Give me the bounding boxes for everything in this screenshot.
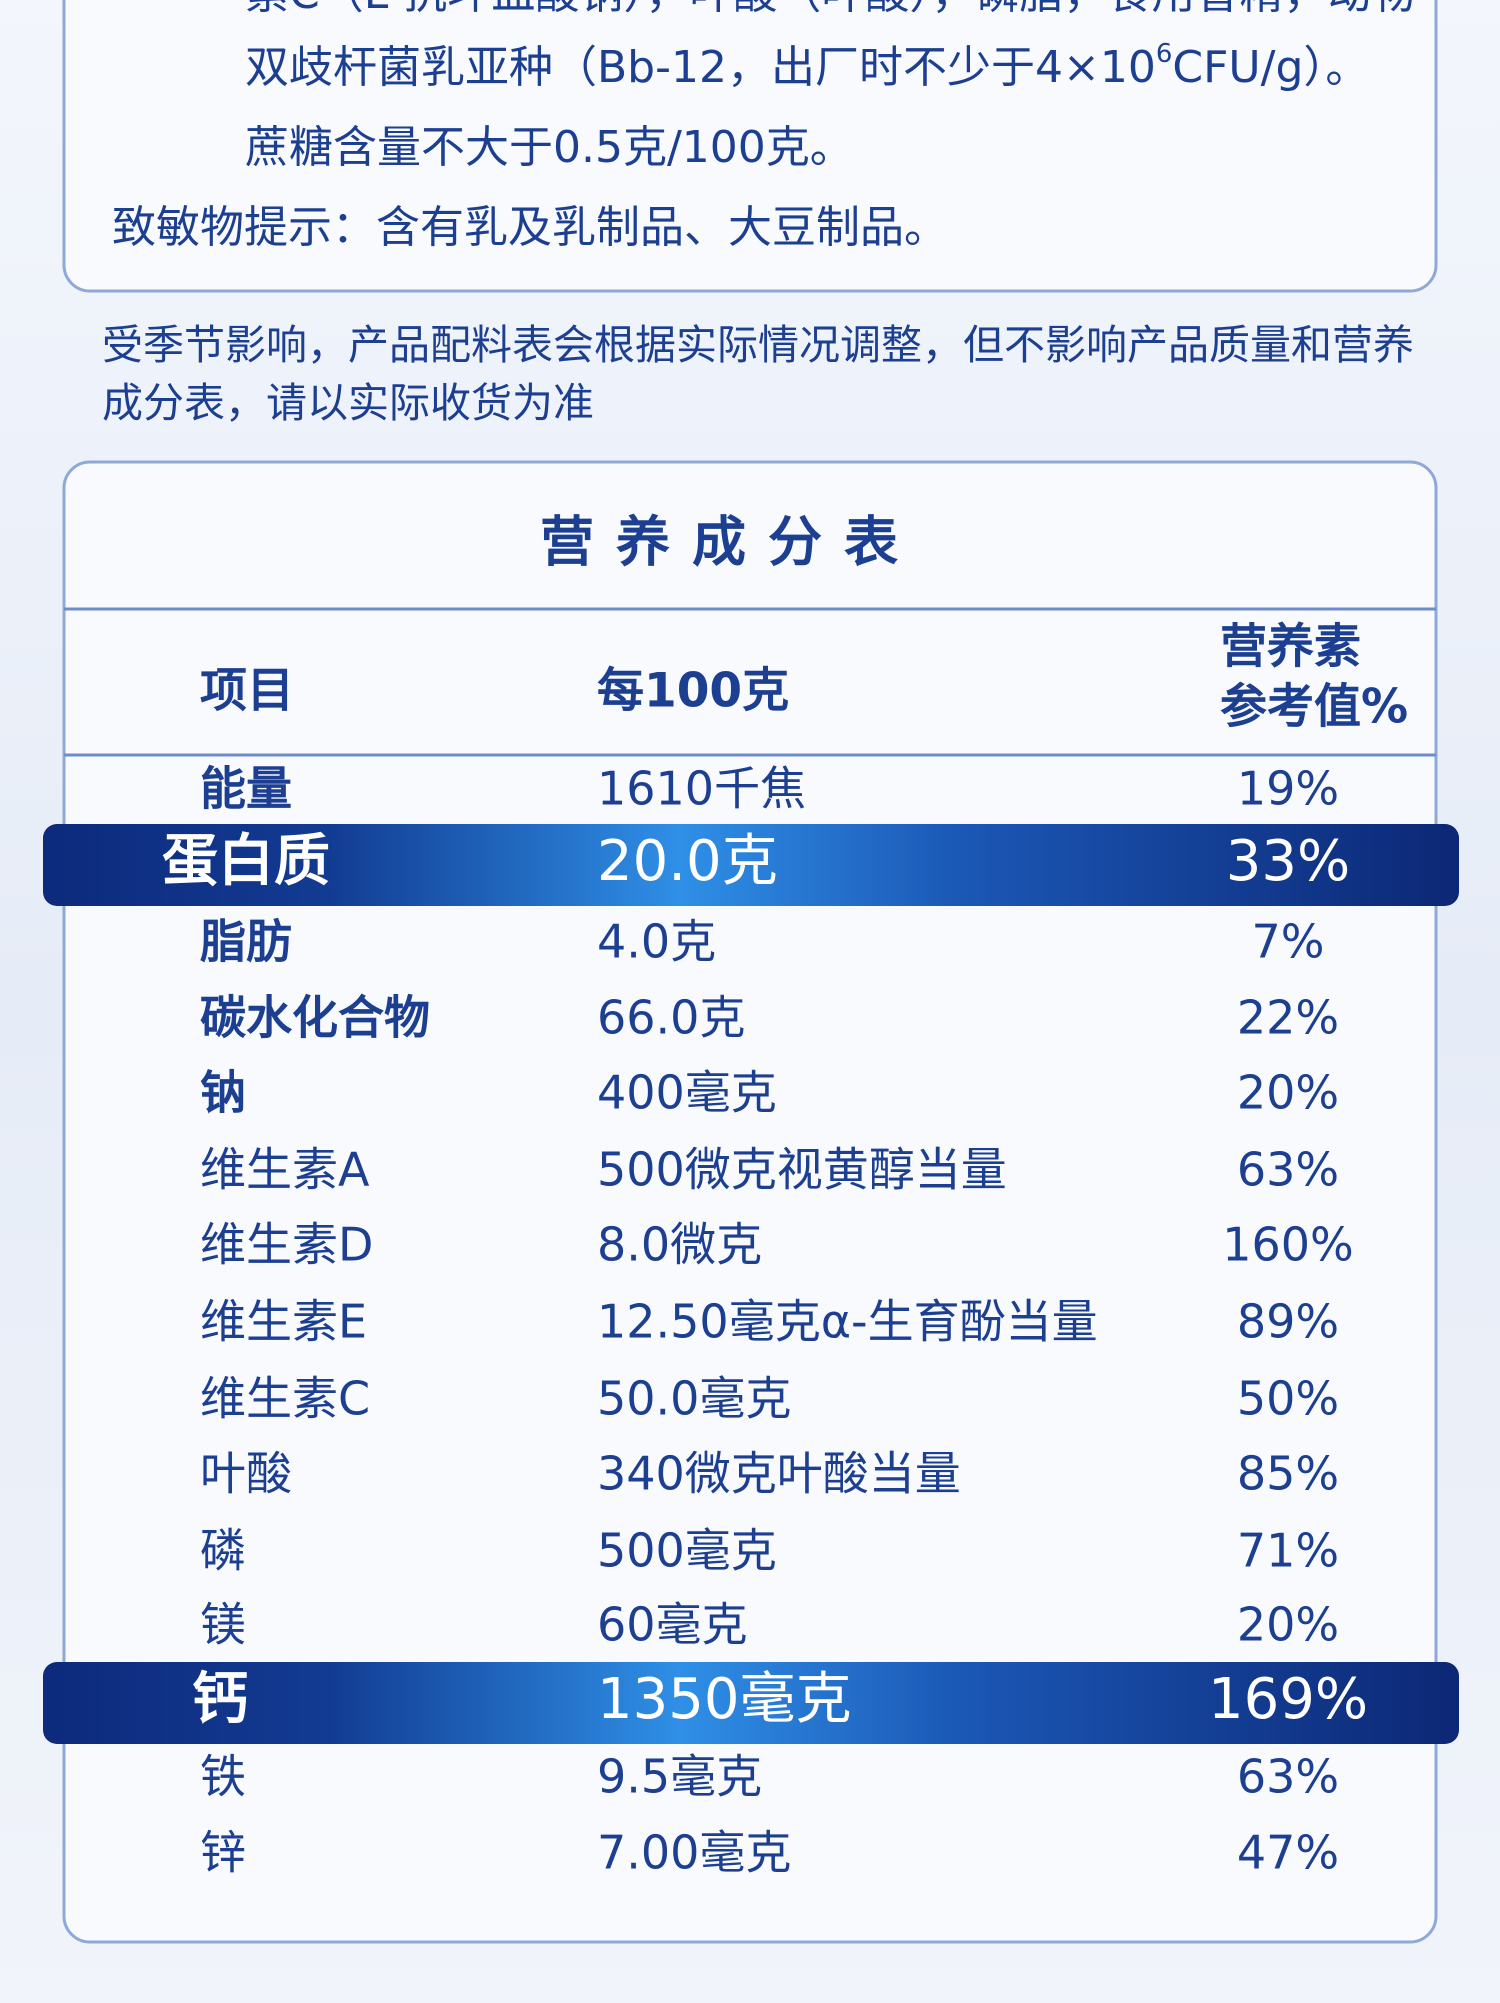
nrv-percent: 89% bbox=[1237, 1295, 1339, 1349]
item-name: 叶酸 bbox=[200, 1447, 292, 1501]
item-name: 维生素C bbox=[200, 1372, 370, 1426]
item-name: 维生素D bbox=[200, 1218, 373, 1272]
ingredients-box bbox=[62, 0, 1438, 293]
amount: 66.0克 bbox=[597, 991, 745, 1045]
season-note: 受季节影响，产品配料表会根据实际情况调整，但不影响产品质量和营养 bbox=[102, 321, 1414, 369]
nrv-percent: 169% bbox=[1208, 1667, 1368, 1732]
nrv-percent: 19% bbox=[1237, 762, 1339, 816]
highlight-bar bbox=[43, 824, 1459, 906]
nrv-percent: 85% bbox=[1237, 1447, 1339, 1501]
allergen-note: 致敏物提示：含有乳及乳制品、大豆制品。 bbox=[112, 202, 948, 253]
column-header: 参考值% bbox=[1220, 680, 1408, 735]
nrv-percent: 71% bbox=[1237, 1524, 1339, 1578]
amount: 340微克叶酸当量 bbox=[597, 1447, 961, 1501]
amount: 20.0克 bbox=[597, 829, 778, 894]
item-name: 能量 bbox=[200, 762, 292, 816]
intro-line: 双歧杆菌乳亚种（Bb-12，出厂时不少于4×106CFU/g）。 bbox=[245, 39, 1369, 94]
item-name: 铁 bbox=[200, 1750, 246, 1804]
item-name: 镁 bbox=[200, 1598, 246, 1652]
nrv-percent: 63% bbox=[1237, 1143, 1339, 1197]
amount: 1610千焦 bbox=[597, 762, 806, 816]
item-name: 维生素A bbox=[200, 1143, 370, 1197]
intro-text: CFU/g）。 bbox=[1172, 42, 1369, 93]
highlight-bar bbox=[43, 1662, 1459, 1744]
amount: 500毫克 bbox=[597, 1524, 777, 1578]
superscript: 6 bbox=[1156, 39, 1173, 69]
amount: 60毫克 bbox=[597, 1598, 748, 1652]
nrv-percent: 33% bbox=[1226, 829, 1350, 894]
nrv-percent: 47% bbox=[1237, 1826, 1339, 1880]
amount: 4.0克 bbox=[597, 915, 716, 969]
amount: 9.5毫克 bbox=[597, 1750, 762, 1804]
amount: 1350毫克 bbox=[597, 1667, 852, 1732]
nrv-percent: 20% bbox=[1237, 1598, 1339, 1652]
nrv-percent: 160% bbox=[1222, 1218, 1354, 1272]
column-header: 项目 bbox=[200, 664, 294, 719]
nrv-percent: 20% bbox=[1237, 1066, 1339, 1120]
intro-text: 双歧杆菌乳亚种（Bb-12，出厂时不少于4×10 bbox=[245, 42, 1156, 93]
item-name: 脂肪 bbox=[200, 915, 292, 969]
table-title: 营养成分表 bbox=[540, 511, 920, 574]
intro-line: 素C（L-抗坏血酸钠），叶酸（叶酸），磷脂，食用香精，动物 bbox=[245, 0, 1415, 19]
item-name: 维生素E bbox=[200, 1295, 367, 1349]
item-name: 碳水化合物 bbox=[200, 991, 430, 1045]
item-name: 磷 bbox=[200, 1524, 246, 1578]
item-name: 钠 bbox=[200, 1066, 246, 1120]
nrv-percent: 22% bbox=[1237, 991, 1339, 1045]
item-name: 钙 bbox=[192, 1667, 248, 1732]
amount: 12.50毫克α-生育酚当量 bbox=[597, 1295, 1098, 1349]
amount: 8.0微克 bbox=[597, 1218, 762, 1272]
nrv-percent: 63% bbox=[1237, 1750, 1339, 1804]
amount: 500微克视黄醇当量 bbox=[597, 1143, 1007, 1197]
amount: 50.0毫克 bbox=[597, 1372, 791, 1426]
amount: 7.00毫克 bbox=[597, 1826, 791, 1880]
intro-line: 蔗糖含量不大于0.5克/100克。 bbox=[245, 122, 854, 173]
nrv-percent: 7% bbox=[1252, 915, 1325, 969]
item-name: 锌 bbox=[200, 1826, 246, 1880]
column-header: 每100克 bbox=[597, 664, 789, 719]
table-rows: 能量 1610千焦 19% 蛋白质 20.0克 33% 脂肪 4.0克 7% 碳水化合物 66.0克… bbox=[43, 762, 1459, 1880]
item-name: 蛋白质 bbox=[162, 829, 330, 894]
amount: 400毫克 bbox=[597, 1066, 777, 1120]
column-header: 营养素 bbox=[1220, 620, 1361, 675]
season-note: 成分表，请以实际收货为准 bbox=[102, 379, 594, 427]
nrv-percent: 50% bbox=[1237, 1372, 1339, 1426]
